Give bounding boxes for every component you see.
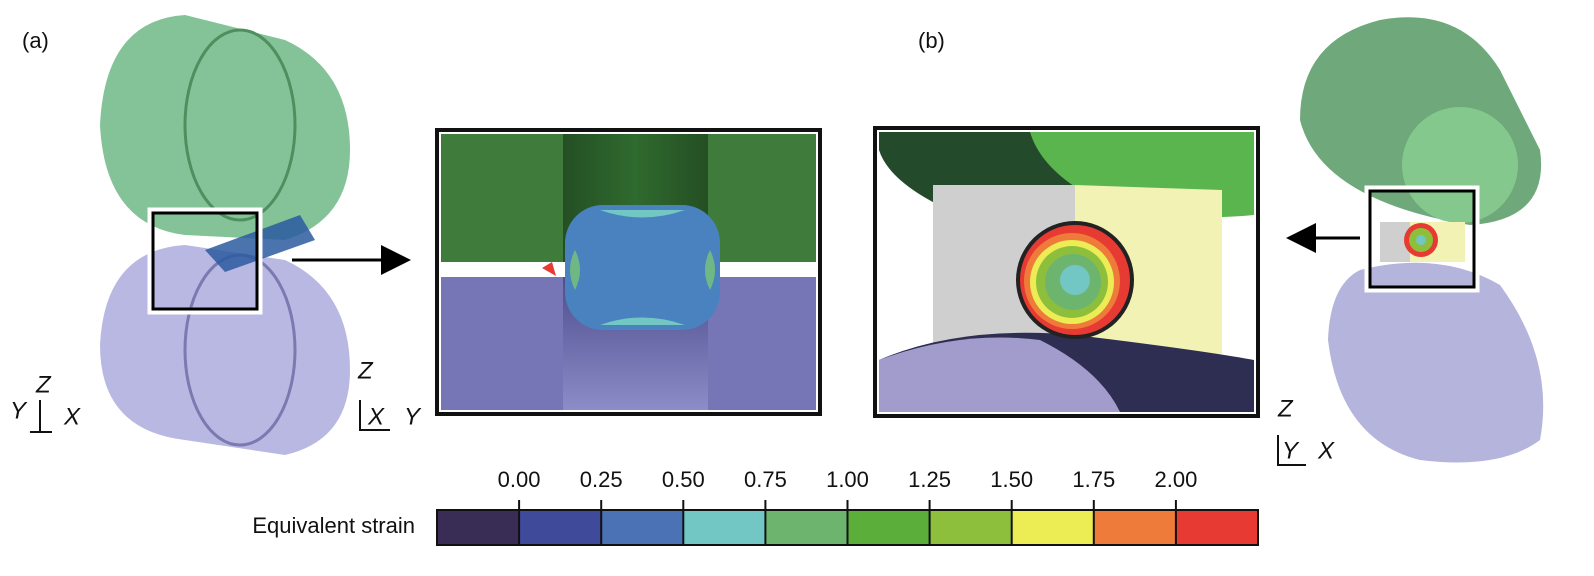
colorbar-segment <box>765 510 848 545</box>
panel-label: (a) <box>22 28 49 53</box>
axis-label: Z <box>1277 395 1294 422</box>
zoom-b <box>873 126 1260 418</box>
axis-label: Y <box>10 397 28 424</box>
axis-label: Y <box>1282 437 1300 464</box>
colorbar-tick-label: 0.50 <box>662 467 705 492</box>
colorbar-tick-label: 0.75 <box>744 467 787 492</box>
colorbar-segment <box>929 510 1012 545</box>
colorbar-tick-label: 1.25 <box>908 467 951 492</box>
colorbar-segment <box>1011 510 1094 545</box>
colorbar-segment <box>1175 510 1258 545</box>
colorbar: 0.00 0.25 0.50 0.75 1.00 1.25 1.50 1.75 2.00 <box>436 467 1259 546</box>
axis-label: X <box>1317 437 1335 464</box>
rolls-b <box>1286 17 1544 463</box>
axis-triad <box>359 400 390 431</box>
colorbar-segment <box>437 510 520 545</box>
axis-label: X <box>63 403 81 430</box>
axis-label: Z <box>35 371 52 398</box>
colorbar-tick-label: 1.75 <box>1072 467 1115 492</box>
axis-label: Z <box>357 357 374 384</box>
colorbar-tick-label: 2.00 <box>1154 467 1197 492</box>
colorbar-segment <box>601 510 684 545</box>
colorbar-tick-label: 0.25 <box>580 467 623 492</box>
colorbar-tick-label: 1.50 <box>990 467 1033 492</box>
colorbar-segment <box>847 510 930 545</box>
axis-triad <box>1277 435 1306 466</box>
colorbar-tick-label: 0.00 <box>498 467 541 492</box>
panel-label: (b) <box>918 28 945 53</box>
colorbar-label: Equivalent strain <box>252 513 415 538</box>
axis-triad <box>30 400 52 433</box>
axis-label: X <box>367 403 385 430</box>
colorbar-segment <box>519 510 602 545</box>
colorbar-tick-label: 1.00 <box>826 467 869 492</box>
axis-label: Y <box>404 403 422 430</box>
rolls-a <box>100 15 411 455</box>
zoom-a <box>435 128 822 416</box>
colorbar-segment <box>683 510 766 545</box>
colorbar-segment <box>1093 510 1176 545</box>
